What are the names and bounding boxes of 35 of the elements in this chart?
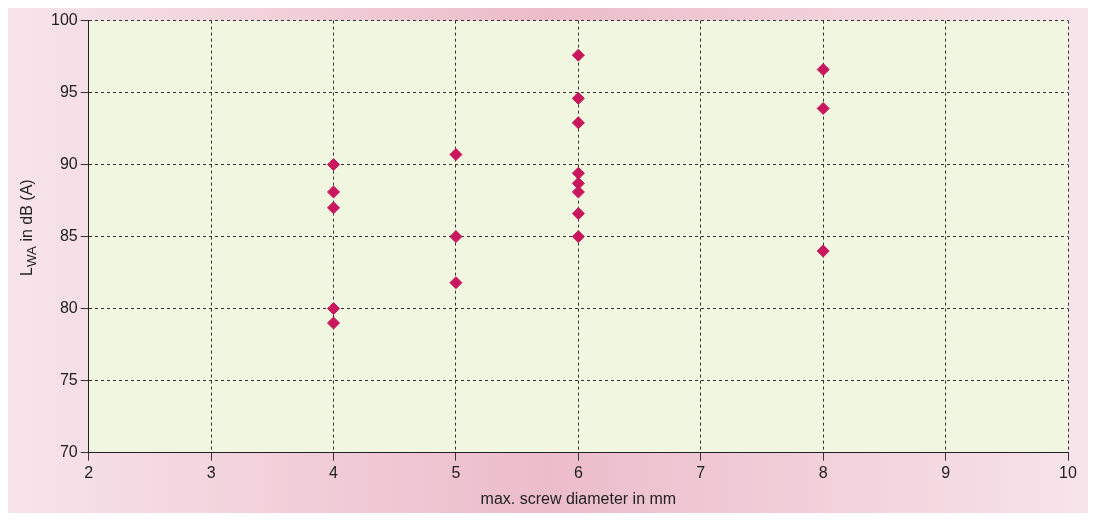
- x-tick-label: 6: [573, 463, 583, 481]
- y-tick-label: 70: [59, 443, 78, 461]
- x-tick-label: 7: [696, 463, 706, 481]
- point: [327, 201, 341, 215]
- x-axis-title: max. screw diameter in mm: [480, 489, 677, 507]
- point: [571, 207, 585, 221]
- x-tick-label: 9: [941, 463, 951, 481]
- point: [571, 91, 585, 105]
- point: [571, 166, 585, 180]
- point: [327, 302, 341, 316]
- x-tick-label: 2: [84, 463, 94, 481]
- y-tick-label: 85: [59, 227, 78, 245]
- point: [571, 185, 585, 199]
- y-tick-label: 95: [59, 83, 78, 101]
- y-tick-label: 80: [59, 299, 78, 317]
- point: [816, 244, 830, 258]
- y-tick-label: 90: [59, 155, 78, 173]
- point: [571, 48, 585, 62]
- point: [449, 276, 463, 290]
- x-tick-label: 3: [206, 463, 216, 481]
- point: [816, 101, 830, 115]
- point: [449, 148, 463, 162]
- x-tick-label: 10: [1059, 463, 1077, 481]
- x-tick-label: 4: [329, 463, 339, 481]
- point: [571, 230, 585, 244]
- point: [327, 158, 341, 172]
- x-tick-label: 5: [451, 463, 461, 481]
- point: [816, 63, 830, 77]
- y-tick-label: 75: [59, 371, 78, 389]
- point: [571, 116, 585, 130]
- point: [449, 230, 463, 244]
- point: [327, 316, 341, 330]
- x-tick-label: 8: [818, 463, 828, 481]
- point: [327, 185, 341, 199]
- y-tick-label: 100: [50, 11, 78, 29]
